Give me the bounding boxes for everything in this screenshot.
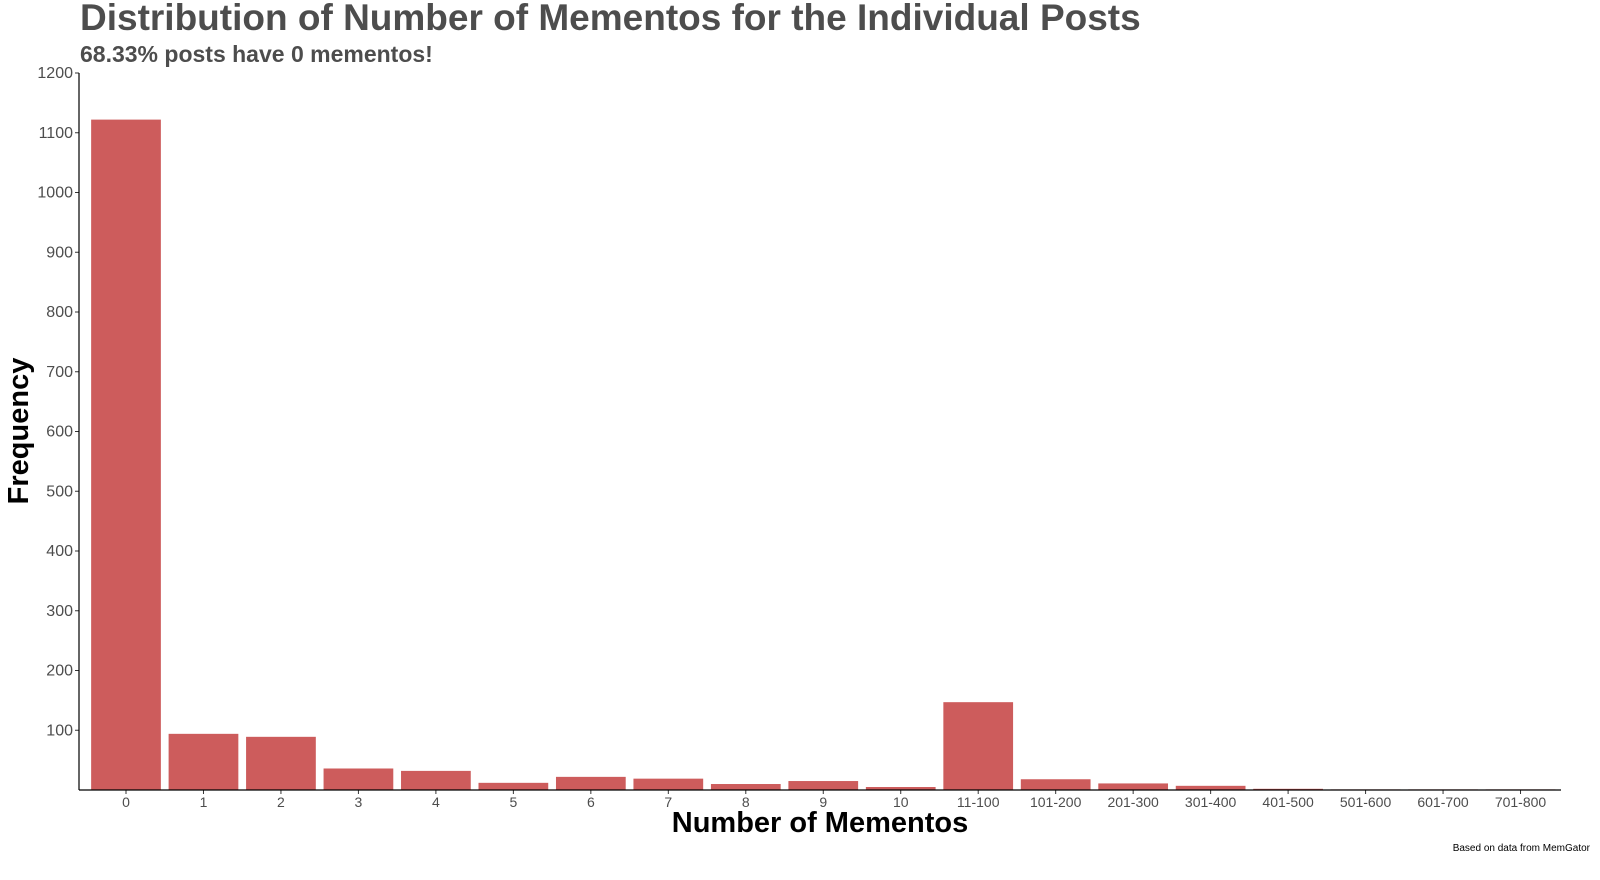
x-tick-label: 9	[819, 794, 827, 810]
bars	[91, 119, 1556, 791]
y-tick-label: 600	[46, 424, 73, 441]
chart-subtitle: 68.33% posts have 0 mementos!	[80, 41, 433, 67]
x-tick-label: 301-400	[1185, 794, 1237, 810]
y-tick-label: 300	[46, 603, 73, 620]
y-tick-label: 900	[46, 244, 73, 261]
x-tick-label: 701-800	[1495, 794, 1547, 810]
bar-9	[788, 781, 859, 790]
x-tick-label: 11-100	[957, 794, 1000, 810]
x-tick-label: 501-600	[1340, 794, 1392, 810]
y-tick-label: 700	[46, 364, 73, 381]
x-tick-label: 5	[509, 794, 517, 810]
bar-7	[633, 778, 704, 790]
bar-4	[401, 770, 471, 790]
bar-11-100	[943, 702, 1014, 790]
y-tick-label: 400	[46, 543, 73, 560]
bar-2	[246, 736, 316, 790]
x-tick-label: 10	[893, 794, 909, 810]
bar-101-200	[1020, 779, 1091, 790]
x-tick-label: 7	[664, 794, 672, 810]
x-tick-label: 601-700	[1417, 794, 1469, 810]
x-tick-label: 6	[587, 794, 595, 810]
y-tick-label: 800	[46, 304, 73, 321]
y-tick-label: 200	[46, 663, 73, 680]
x-tick-label: 3	[355, 794, 363, 810]
x-tick-label: 101-200	[1030, 794, 1082, 810]
y-axis-title: Frequency	[3, 358, 35, 505]
x-axis: 0 1 2 3 4 5 6 7 8 9 10 11-100 101-200 201-300 301-400 4…	[79, 789, 1561, 810]
bar-5	[478, 782, 549, 790]
x-axis-title: Number of Mementos	[672, 807, 968, 839]
y-tick-label: 500	[46, 483, 73, 500]
y-tick-label: 1100	[39, 125, 74, 142]
y-tick-label: 100	[46, 722, 73, 739]
x-tick-label: 0	[122, 794, 130, 810]
bar-1	[168, 733, 239, 790]
y-tick-label: 1200	[37, 65, 73, 82]
bar-3	[323, 768, 394, 790]
bar-201-300	[1098, 783, 1169, 790]
bar-6	[555, 776, 626, 790]
x-tick-label: 201-300	[1107, 794, 1159, 810]
chart-caption: Based on data from MemGator	[1452, 843, 1590, 854]
bar-0	[91, 119, 161, 791]
x-tick-label: 401-500	[1262, 794, 1314, 810]
bar-10	[865, 787, 936, 790]
bar-8	[710, 784, 781, 790]
x-tick-label: 1	[200, 794, 208, 810]
x-tick-label: 2	[277, 794, 285, 810]
x-tick-label: 4	[432, 794, 440, 810]
y-axis: 100 200 300 400 500 600 700 800 900 1000 1100 1200	[37, 65, 80, 790]
chart-title: Distribution of Number of Mementos for t…	[80, 0, 1141, 38]
bar-301-400	[1175, 785, 1246, 790]
y-tick-label: 1000	[37, 185, 73, 202]
x-tick-label: 8	[742, 794, 750, 810]
